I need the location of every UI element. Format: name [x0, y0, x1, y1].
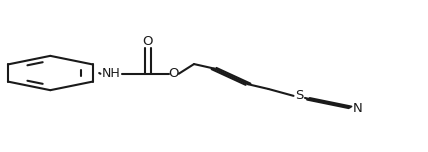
Text: O: O [168, 67, 179, 79]
Text: N: N [353, 102, 363, 115]
Text: O: O [143, 35, 153, 48]
Text: NH: NH [102, 67, 120, 79]
Text: S: S [295, 89, 303, 102]
